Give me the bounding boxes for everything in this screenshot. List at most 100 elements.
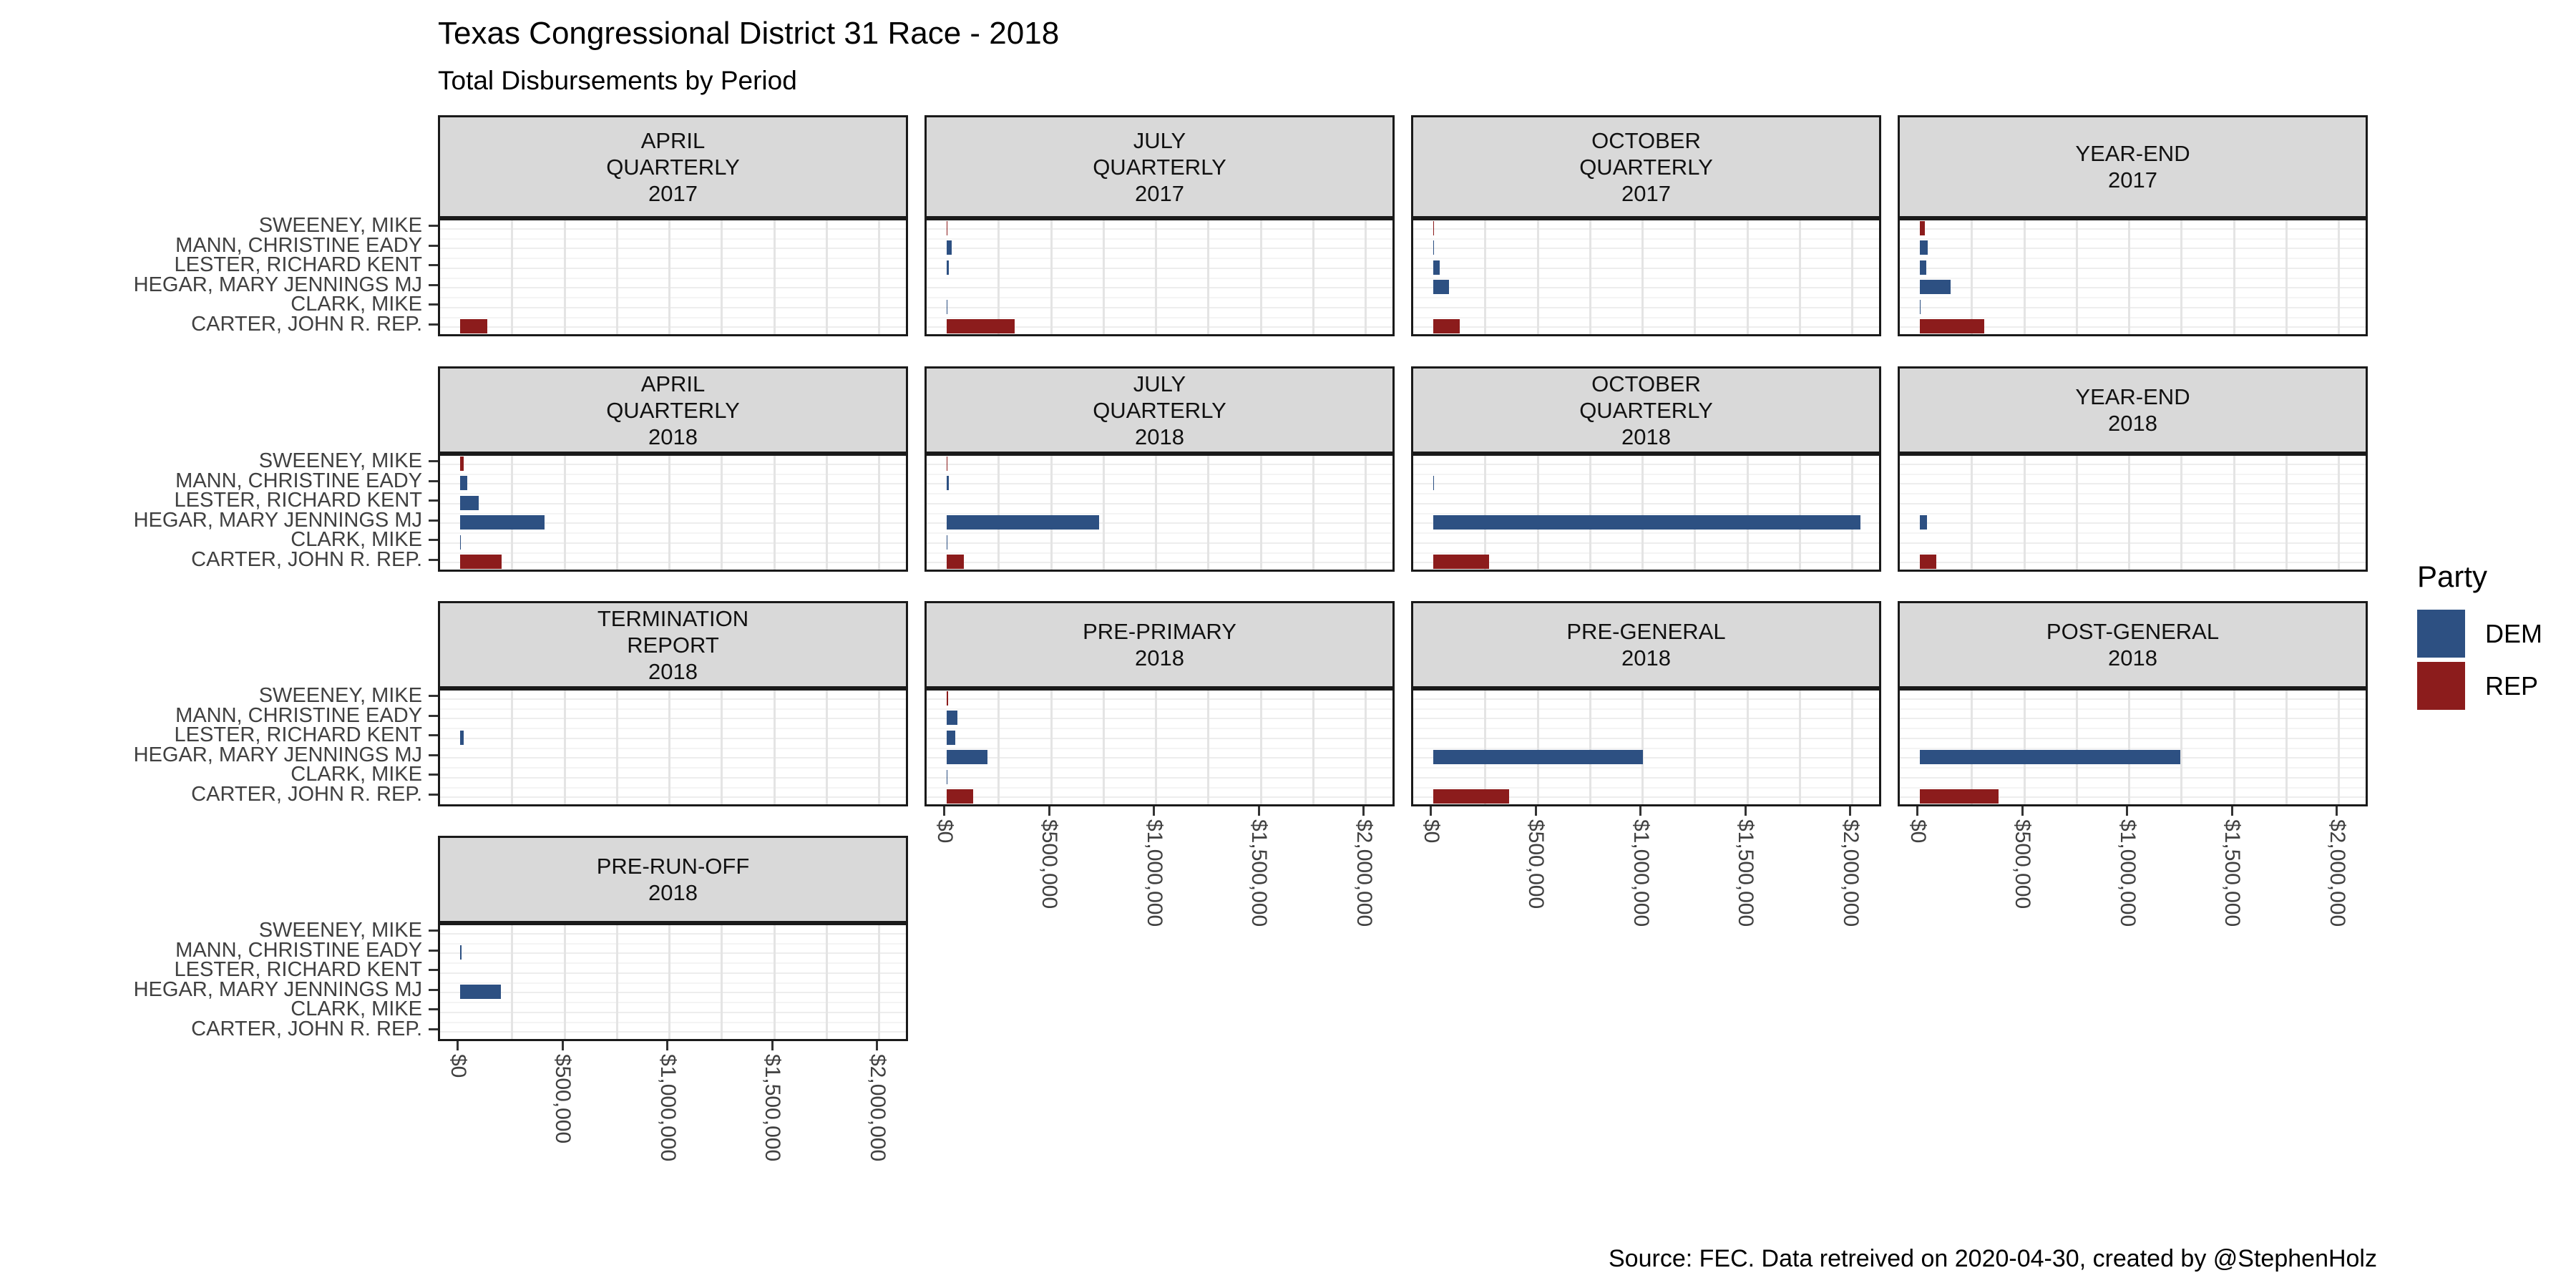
facet-post-general-2018: POST-GENERAL 2018 xyxy=(1898,601,2368,806)
gridline-horizontal xyxy=(440,737,906,739)
gridline-vertical xyxy=(997,456,1000,570)
gridline-horizontal-minor xyxy=(440,552,906,554)
gridline-horizontal xyxy=(1900,562,2366,564)
gridline-vertical xyxy=(878,691,880,804)
x-axis-tick-label: $2,000,000 xyxy=(2325,819,2349,927)
facet-strip: PRE-RUN-OFF 2018 xyxy=(438,836,908,923)
y-axis-tick xyxy=(429,460,438,463)
gridline-vertical xyxy=(1207,220,1210,334)
facet-strip-label-line: APRIL xyxy=(640,127,706,153)
gridline-horizontal xyxy=(1413,737,1879,739)
candidate-label: SWEENEY, MIKE xyxy=(258,919,422,942)
gridline-horizontal xyxy=(1900,463,2366,465)
facet-pre-general-2018: PRE-GENERAL 2018 xyxy=(1411,601,1881,806)
disbursement-bar xyxy=(1919,750,2181,765)
y-axis-tick xyxy=(429,499,438,502)
x-axis-tick xyxy=(666,1041,668,1050)
candidate-label: HEGAR, MARY JENNINGS MJ xyxy=(133,977,422,1001)
gridline-horizontal xyxy=(1900,698,2366,700)
gridline-horizontal-minor xyxy=(1900,786,2366,789)
facet-strip-label-line: 2018 xyxy=(648,424,698,449)
gridline-horizontal-minor xyxy=(1413,767,1879,769)
gridline-horizontal-minor xyxy=(440,473,906,475)
gridline-vertical xyxy=(1694,220,1697,334)
facet-strip: YEAR-END 2018 xyxy=(1898,366,2368,454)
gridline-horizontal-minor xyxy=(440,493,906,494)
x-axis-tick xyxy=(1639,806,1641,816)
disbursement-bar xyxy=(1919,555,1937,570)
disbursement-bar xyxy=(459,985,501,1000)
disbursement-bar xyxy=(1433,750,1643,765)
rep-color-swatch xyxy=(2417,662,2465,710)
x-axis-tick-label: $0 xyxy=(932,819,957,844)
candidate-label: CARTER, JOHN R. REP. xyxy=(191,1017,422,1040)
gridline-vertical xyxy=(773,220,776,334)
facet-strip-label-line: PRE-PRIMARY xyxy=(1083,619,1236,644)
x-axis-tick xyxy=(1153,806,1155,816)
gridline-horizontal-minor xyxy=(927,747,1392,749)
gridline-horizontal-minor xyxy=(1900,532,2366,534)
gridline-horizontal xyxy=(927,757,1392,759)
gridline-horizontal xyxy=(440,306,906,308)
facet-strip-label-line: OCTOBER xyxy=(1591,371,1701,396)
disbursement-bar xyxy=(946,260,949,275)
gridline-vertical xyxy=(1155,220,1157,334)
x-axis-tick-label: $0 xyxy=(1906,819,1930,844)
gridline-vertical xyxy=(511,220,514,334)
gridline-horizontal xyxy=(1413,562,1879,564)
facet-strip: JULY QUARTERLY 2018 xyxy=(924,366,1395,454)
y-axis-tick xyxy=(429,1008,438,1011)
disbursement-bar xyxy=(1919,260,1926,275)
gridline-vertical xyxy=(1365,691,1367,804)
gridline-horizontal-minor xyxy=(927,277,1392,279)
facet-strip-label-line: 2018 xyxy=(1621,645,1671,670)
gridline-vertical xyxy=(1312,220,1314,334)
candidate-label: MANN, CHRISTINE EADY xyxy=(175,469,422,492)
gridline-horizontal-minor xyxy=(1900,512,2366,514)
disbursement-bar xyxy=(946,299,948,314)
disbursement-bar xyxy=(1919,299,1921,314)
x-axis-tick-label: $0 xyxy=(1419,819,1443,844)
gridline-horizontal-minor xyxy=(440,512,906,514)
gridline-vertical xyxy=(1746,220,1749,334)
gridline-horizontal-minor xyxy=(927,512,1392,514)
y-axis-tick xyxy=(429,753,438,756)
gridline-vertical xyxy=(878,220,880,334)
gridline-vertical xyxy=(1641,691,1644,804)
gridline-horizontal xyxy=(440,992,906,994)
gridline-horizontal xyxy=(440,267,906,269)
facet-panel xyxy=(1898,454,2368,572)
gridline-horizontal-minor xyxy=(1413,238,1879,240)
candidate-label: SWEENEY, MIKE xyxy=(258,684,422,708)
x-axis-tick xyxy=(2021,806,2024,816)
facet-october-quarterly-2018: OCTOBER QUARTERLY 2018 xyxy=(1411,366,1881,572)
gridline-horizontal-minor xyxy=(927,767,1392,769)
y-axis-tick xyxy=(429,714,438,717)
facet-strip: TERMINATION REPORT 2018 xyxy=(438,601,908,688)
gridline-horizontal-minor xyxy=(927,493,1392,494)
x-axis-tick-label: $500,000 xyxy=(2011,819,2034,909)
x-axis-tick-label: $1,000,000 xyxy=(1629,819,1653,927)
gridline-vertical xyxy=(668,220,670,334)
gridline-vertical xyxy=(2075,456,2078,570)
candidate-label: HEGAR, MARY JENNINGS MJ xyxy=(133,508,422,532)
facet-panel xyxy=(438,454,908,572)
gridline-horizontal-minor xyxy=(440,297,906,298)
gridline-vertical xyxy=(511,691,514,804)
gridline-horizontal xyxy=(1413,796,1879,799)
gridline-vertical xyxy=(511,456,514,570)
disbursement-bar xyxy=(459,555,502,570)
x-axis-tick xyxy=(457,1041,459,1050)
facet-panel xyxy=(1411,218,1881,336)
x-axis-tick xyxy=(771,1041,774,1050)
gridline-vertical xyxy=(511,925,514,1039)
gridline-horizontal xyxy=(440,248,906,250)
disbursement-bar xyxy=(1919,280,1951,295)
gridline-horizontal xyxy=(1900,326,2366,328)
facet-pre-primary-2018: PRE-PRIMARY 2018 xyxy=(924,601,1395,806)
gridline-horizontal-minor xyxy=(1900,493,2366,494)
facet-october-quarterly-2017: OCTOBER QUARTERLY 2017 xyxy=(1411,115,1881,336)
disbursement-bar xyxy=(459,319,487,334)
disbursement-bar xyxy=(1433,280,1449,295)
y-axis-tick xyxy=(429,1028,438,1030)
